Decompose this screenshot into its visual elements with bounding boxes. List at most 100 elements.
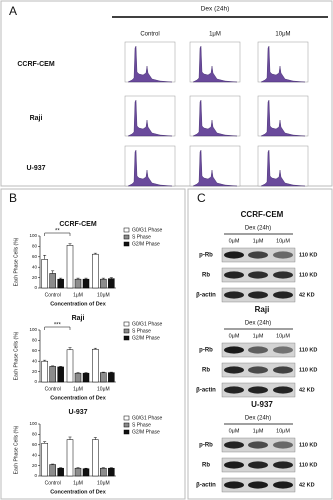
y-tick-label: 40 xyxy=(32,358,38,363)
bar xyxy=(108,278,115,289)
blot-row-label: Rb xyxy=(202,273,210,279)
x-tick-label: Control xyxy=(45,480,61,486)
bar xyxy=(74,467,82,477)
bar xyxy=(57,278,64,289)
blot-row-label: p-Rb xyxy=(199,443,213,449)
blot-band xyxy=(224,461,244,469)
legend-label: G0/G1 Phase xyxy=(132,415,163,421)
bar xyxy=(41,360,48,383)
bar xyxy=(100,372,107,383)
significance-bracket xyxy=(44,232,71,236)
blot-band xyxy=(248,366,268,374)
y-tick-label: 20 xyxy=(32,369,38,374)
legend-swatch xyxy=(123,321,130,327)
histogram xyxy=(127,149,173,187)
blot-band xyxy=(273,251,293,259)
blot-size: 110 KD xyxy=(299,272,317,278)
significance-mark: *** xyxy=(54,323,62,329)
panel-c-frame xyxy=(187,188,333,500)
blot-column: 0μM xyxy=(229,333,240,339)
histogram xyxy=(260,149,306,187)
chart-title: U-937 xyxy=(68,409,87,416)
blot-band xyxy=(273,481,293,489)
bar xyxy=(92,253,99,289)
y-tick-label: 100 xyxy=(29,233,37,238)
bar xyxy=(66,349,74,383)
histogram-frame xyxy=(189,41,241,83)
blot-band xyxy=(248,386,268,394)
y-tick-label: 60 xyxy=(32,442,38,447)
y-axis-label: Each Phase Cells (%) xyxy=(13,425,19,474)
blot-size: 110 KD xyxy=(299,252,317,258)
blot-band xyxy=(273,386,293,394)
row-label: Raji xyxy=(30,115,43,122)
blot-band xyxy=(224,386,244,394)
histogram xyxy=(192,99,238,137)
bar xyxy=(74,372,82,383)
blot-band xyxy=(224,291,244,299)
y-tick-label: 40 xyxy=(32,264,38,269)
bar xyxy=(49,366,56,383)
bar xyxy=(74,278,82,289)
histogram xyxy=(260,45,306,83)
legend-swatch xyxy=(123,328,130,334)
y-tick-label: 20 xyxy=(32,463,38,468)
blot-row-label: p-Rb xyxy=(199,348,213,354)
legend-swatch xyxy=(123,335,130,341)
x-tick-label: Control xyxy=(45,292,61,298)
blot-column: 10μM xyxy=(276,333,290,339)
blot-band xyxy=(248,441,268,449)
blot-row-label: p-Rb xyxy=(199,253,213,259)
blot-band xyxy=(273,461,293,469)
blot-band xyxy=(248,251,268,259)
panel-label: C xyxy=(197,191,206,205)
x-axis-label: Concentration of Dex xyxy=(50,395,107,401)
x-tick-label: 1μM xyxy=(73,386,83,392)
significance-bracket xyxy=(44,326,71,330)
legend-swatch xyxy=(123,415,130,421)
y-tick-label: 40 xyxy=(32,452,38,457)
blot-column: 1μM xyxy=(253,333,264,339)
blot-band xyxy=(248,481,268,489)
x-tick-label: 10μM xyxy=(97,480,110,486)
blot-band xyxy=(224,366,244,374)
bar xyxy=(41,442,48,477)
histogram-frame xyxy=(124,95,176,137)
blot-row-label: Rb xyxy=(202,463,210,469)
blot-band xyxy=(248,346,268,354)
blot-column: 10μM xyxy=(276,428,290,434)
blot-size: 110 KD xyxy=(299,462,317,468)
x-axis-label: Concentration of Dex xyxy=(50,301,107,307)
blot-size: 110 KD xyxy=(299,442,317,448)
row-label: U-937 xyxy=(26,165,45,172)
blot-band xyxy=(224,441,244,449)
histogram xyxy=(192,45,238,83)
bar xyxy=(66,439,74,477)
legend-label: G2/M Phase xyxy=(132,241,160,247)
histogram xyxy=(192,149,238,187)
x-tick-label: 1μM xyxy=(73,292,83,298)
blot-band xyxy=(273,441,293,449)
x-tick-label: 10μM xyxy=(97,292,110,298)
chart-title: Raji xyxy=(72,315,85,322)
y-axis-label: Each Phase Cells (%) xyxy=(13,331,19,380)
column-header: 10μM xyxy=(275,32,290,38)
y-tick-label: 100 xyxy=(29,327,37,332)
y-tick-label: 0 xyxy=(34,473,37,478)
legend-swatch xyxy=(123,234,130,240)
treatment-header: Dex (24h) xyxy=(201,6,230,13)
blot-treatment: Dex (24h) xyxy=(245,226,271,232)
blot-size: 42 KD xyxy=(299,387,315,393)
blot-title: CCRF-CEM xyxy=(241,210,284,219)
y-tick-label: 100 xyxy=(29,421,37,426)
bar xyxy=(100,278,107,289)
bar xyxy=(82,372,90,383)
y-tick-label: 80 xyxy=(32,338,38,343)
blot-row-label: β-actin xyxy=(196,483,216,489)
blot-size: 42 KD xyxy=(299,482,315,488)
y-tick-label: 80 xyxy=(32,432,38,437)
legend-label: S Phase xyxy=(132,234,151,240)
bar xyxy=(49,464,56,477)
blot-band xyxy=(248,291,268,299)
